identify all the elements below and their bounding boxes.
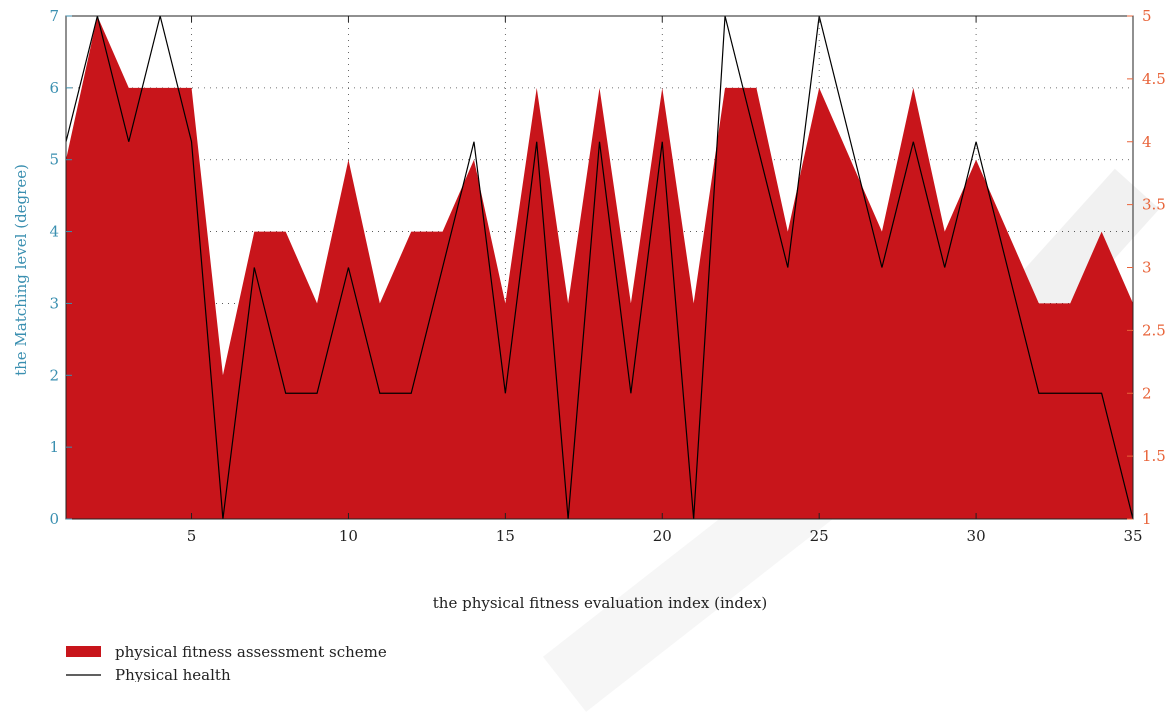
x-tick-label-6: 35 — [1123, 527, 1142, 545]
y-tick-label-left-2: 2 — [49, 366, 59, 384]
chart: 0 1 2 3 4 5 6 7 1 1.5 2 2.5 3 3.5 4 4.5 5 5 10 15 20 25 30 35 t… — [12, 7, 1166, 682]
y-tick-label-right-6: 4 — [1142, 133, 1152, 151]
y-tick-label-right-7: 4.5 — [1142, 70, 1166, 88]
y-tick-label-left-1: 1 — [49, 438, 59, 456]
y-tick-label-left-3: 3 — [49, 294, 59, 312]
legend-label-area: physical fitness assessment scheme — [115, 643, 387, 661]
x-tick-label-4: 25 — [810, 527, 829, 545]
y-tick-label-right-4: 3 — [1142, 259, 1152, 277]
y-tick-label-left-7: 7 — [49, 7, 59, 25]
y-tick-label-left-5: 5 — [49, 151, 59, 169]
y-tick-label-right-3: 2.5 — [1142, 321, 1166, 339]
x-tick-label-0: 5 — [187, 527, 197, 545]
y-tick-label-left-0: 0 — [49, 510, 59, 528]
axis-ticks: 0 1 2 3 4 5 6 7 1 1.5 2 2.5 3 3.5 4 4.5 5 5 10 15 20 25 30 35 — [49, 7, 1165, 545]
x-tick-label-1: 10 — [339, 527, 358, 545]
y-tick-label-right-2: 2 — [1142, 384, 1152, 402]
x-axis-title: the physical fitness evaluation index (i… — [433, 594, 767, 612]
y-tick-label-right-1: 1.5 — [1142, 447, 1166, 465]
y-tick-label-left-6: 6 — [49, 79, 59, 97]
y-tick-label-right-0: 1 — [1142, 510, 1152, 528]
y-axis-title-left: the Matching level (degree) — [12, 164, 30, 376]
legend: physical fitness assessment scheme Physi… — [66, 643, 387, 682]
x-tick-label-2: 15 — [496, 527, 515, 545]
legend-label-line: Physical health — [115, 666, 231, 682]
y-tick-label-right-5: 3.5 — [1142, 196, 1166, 214]
legend-swatch-area — [66, 646, 101, 657]
y-tick-label-right-8: 5 — [1142, 7, 1152, 25]
x-tick-label-3: 20 — [653, 527, 672, 545]
series-line-physical-health — [65, 15, 1134, 520]
series-area-fitness-scheme — [66, 16, 1133, 519]
x-tick-label-5: 30 — [967, 527, 986, 545]
y-tick-label-left-4: 4 — [49, 223, 59, 241]
